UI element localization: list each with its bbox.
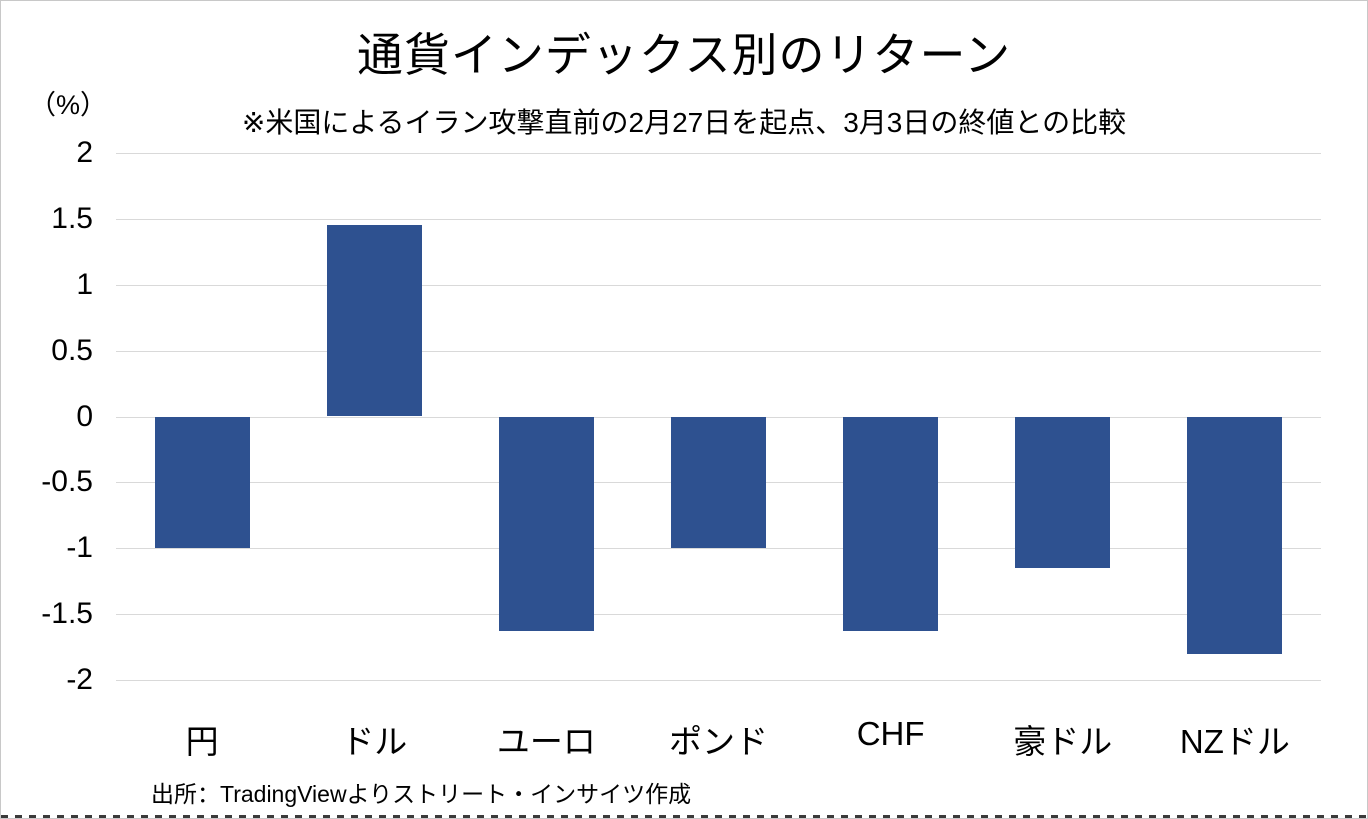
x-tick-label: NZドル [1179,723,1290,760]
gridline [116,614,1321,616]
y-tick-label: 0.5 [51,333,93,367]
gridline [116,153,1321,154]
x-tick-label: 円 [185,723,219,760]
gridline [116,218,1321,220]
x-tick-label: CHF [856,715,925,752]
chart-title: 通貨インデックス別のリターン [356,29,1012,81]
bar-ユーロ [498,416,594,632]
bar-NZドル [1187,416,1283,654]
bar-ドル [326,225,422,417]
x-axis-category-labels: 円 ドル ユーロ ポンド CHF 豪ドル NZドル [116,715,1321,763]
y-tick-label: 0 [76,399,93,433]
x-tick-label: ドル [341,723,408,760]
y-tick-label: 1 [76,267,93,301]
bottom-edge-dashes [1,815,1367,818]
y-axis-unit-label: （%） [29,90,108,120]
y-tick-label: -0.5 [41,465,93,499]
bar-円 [154,416,250,549]
chart-subtitle: ※米国によるイラン攻撃直前の2月27日を起点、3月3日の終値との比較 [241,107,1127,138]
y-tick-label: -1.5 [41,597,93,631]
gridline [116,680,1321,681]
x-tick-label: ユーロ [496,723,596,760]
gridline [116,350,1321,352]
y-tick-label: 1.5 [51,201,93,235]
source-note: 出所：TradingViewよりストリート・インサイツ作成 [151,781,692,807]
bar-CHF [843,416,939,632]
y-tick-label: -1 [66,531,93,565]
y-tick-label: -2 [66,663,93,696]
x-tick-label: ポンド [668,723,768,760]
plot-area [116,153,1321,681]
gridline [116,548,1321,550]
bar-豪ドル [1015,416,1111,568]
y-axis-tick-labels: 2 1.5 1 0.5 0 -0.5 -1 -1.5 -2 [1,136,101,696]
y-tick-label: 2 [76,136,93,169]
x-tick-label: 豪ドル [1013,723,1113,760]
bar-ポンド [671,416,766,549]
gridline [116,284,1321,286]
